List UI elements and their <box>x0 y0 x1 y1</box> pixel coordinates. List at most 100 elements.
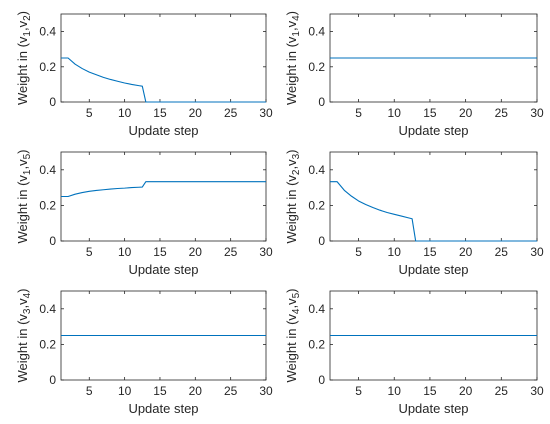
y-axis-label-part: Weight in (v <box>15 314 30 383</box>
x-tick-label: 20 <box>459 245 473 259</box>
x-tick-label: 10 <box>118 106 132 120</box>
y-tick-label: 0.2 <box>39 60 56 74</box>
x-axis-label: Update step <box>128 123 198 138</box>
y-tick-label: 0 <box>49 95 56 109</box>
x-tick-label: 30 <box>259 106 273 120</box>
series-line <box>61 57 266 103</box>
y-axis-label: Weight in (v1,v4) <box>284 11 302 105</box>
x-tick-label: 15 <box>153 106 167 120</box>
plot-area <box>60 13 267 103</box>
x-tick-label: 5 <box>86 106 93 120</box>
x-tick-label: 30 <box>259 245 273 259</box>
y-axis-label-part: 3 <box>22 308 33 314</box>
y-axis-label: Weight in (v4,v5) <box>284 289 302 383</box>
x-tick-label: 10 <box>388 245 402 259</box>
y-tick-label: 0 <box>318 95 325 109</box>
x-tick-label: 20 <box>189 106 203 120</box>
y-tick-label: 0.4 <box>39 25 56 39</box>
y-axis-label-part: Weight in (v <box>15 36 30 105</box>
x-tick-label: 25 <box>224 245 238 259</box>
y-tick-label: 0 <box>318 373 325 387</box>
x-axis-label: Update step <box>398 262 468 277</box>
y-tick-label: 0.4 <box>39 302 56 316</box>
x-tick-label: 25 <box>224 384 238 398</box>
y-tick-label: 0.4 <box>308 163 325 177</box>
x-axis-label: Update step <box>398 123 468 138</box>
y-axis-label-part: ,v <box>284 20 299 31</box>
subplot-1: 5 10 15 20 25 30 0 0.2 0.4 Update step Weight in (… <box>15 11 273 138</box>
x-tick-label: 20 <box>189 384 203 398</box>
y-axis-label-part: Weight in (v <box>15 175 30 244</box>
y-axis-label-part: ) <box>15 289 30 293</box>
y-axis-label-part: ) <box>15 150 30 154</box>
x-tick-label: 30 <box>530 245 544 259</box>
y-tick-label: 0 <box>49 373 56 387</box>
plot-area <box>60 151 267 242</box>
x-tick-label: 15 <box>423 245 437 259</box>
x-tick-label: 10 <box>388 106 402 120</box>
y-axis-label-part: 4 <box>22 292 33 298</box>
x-axis-label: Update step <box>128 262 198 277</box>
x-axis-label: Update step <box>398 401 468 416</box>
x-tick-label: 30 <box>259 384 273 398</box>
y-axis-label-part: ,v <box>15 20 30 31</box>
subplot-4: 5 10 15 20 25 30 0 0.2 0.4 Update step Weight in (… <box>284 150 544 278</box>
subplot-6: 5 10 15 20 25 30 0 0.2 0.4 Update step Weight in (… <box>284 289 544 417</box>
subplot-5: 5 10 15 20 25 30 0 0.2 0.4 Update step Weight in (… <box>15 289 273 417</box>
x-tick-label: 20 <box>459 106 473 120</box>
y-axis-label-part: 1 <box>22 169 33 175</box>
y-axis-label-part: Weight in (v <box>284 314 299 383</box>
y-axis-label-part: 3 <box>291 153 302 159</box>
x-tick-label: 5 <box>86 245 93 259</box>
y-axis-label-part: 4 <box>291 308 302 314</box>
x-tick-label: 15 <box>423 384 437 398</box>
y-tick-label: 0.4 <box>308 25 325 39</box>
y-axis-label-part: ) <box>15 11 30 15</box>
y-axis-label: Weight in (v3,v4) <box>15 289 33 383</box>
x-tick-label: 15 <box>423 106 437 120</box>
x-tick-label: 10 <box>118 384 132 398</box>
x-tick-label: 25 <box>495 245 509 259</box>
x-tick-label: 15 <box>153 245 167 259</box>
x-tick-label: 5 <box>355 245 362 259</box>
y-axis-label-part: ,v <box>284 159 299 170</box>
x-tick-label: 25 <box>495 384 509 398</box>
y-axis-label-part: ) <box>284 150 299 154</box>
y-axis-label: Weight in (v1,v5) <box>15 150 33 244</box>
y-axis-label-part: 5 <box>22 153 33 159</box>
y-tick-label: 0 <box>49 234 56 248</box>
y-axis-label-part: 2 <box>291 169 302 175</box>
x-tick-label: 5 <box>86 384 93 398</box>
x-tick-label: 20 <box>189 245 203 259</box>
series-line <box>61 181 266 198</box>
x-tick-label: 25 <box>495 106 509 120</box>
y-axis-label-part: ,v <box>15 298 30 309</box>
x-tick-label: 5 <box>355 106 362 120</box>
y-axis-label-part: 5 <box>291 292 302 298</box>
y-axis-label: Weight in (v2,v3) <box>284 150 302 244</box>
y-tick-label: 0.2 <box>308 337 325 351</box>
x-tick-label: 10 <box>118 245 132 259</box>
series-line <box>330 181 537 242</box>
x-tick-label: 25 <box>224 106 238 120</box>
y-axis-label-part: ) <box>284 11 299 15</box>
y-axis-label-part: ,v <box>284 298 299 309</box>
y-axis-label-part: 1 <box>22 31 33 37</box>
plot-area <box>329 151 538 242</box>
x-tick-label: 20 <box>459 384 473 398</box>
x-tick-label: 10 <box>388 384 402 398</box>
x-tick-label: 30 <box>530 384 544 398</box>
y-axis-label-part: 2 <box>22 15 33 21</box>
y-axis-label-part: 4 <box>291 15 302 21</box>
y-tick-label: 0.4 <box>308 302 325 316</box>
y-tick-label: 0.2 <box>308 198 325 212</box>
y-axis-label-part: ) <box>284 289 299 293</box>
y-axis-label: Weight in (v1,v2) <box>15 11 33 105</box>
y-axis-label-part: Weight in (v <box>284 36 299 105</box>
y-tick-label: 0.2 <box>308 60 325 74</box>
x-tick-label: 15 <box>153 384 167 398</box>
y-tick-label: 0.2 <box>39 337 56 351</box>
y-tick-label: 0.4 <box>39 163 56 177</box>
